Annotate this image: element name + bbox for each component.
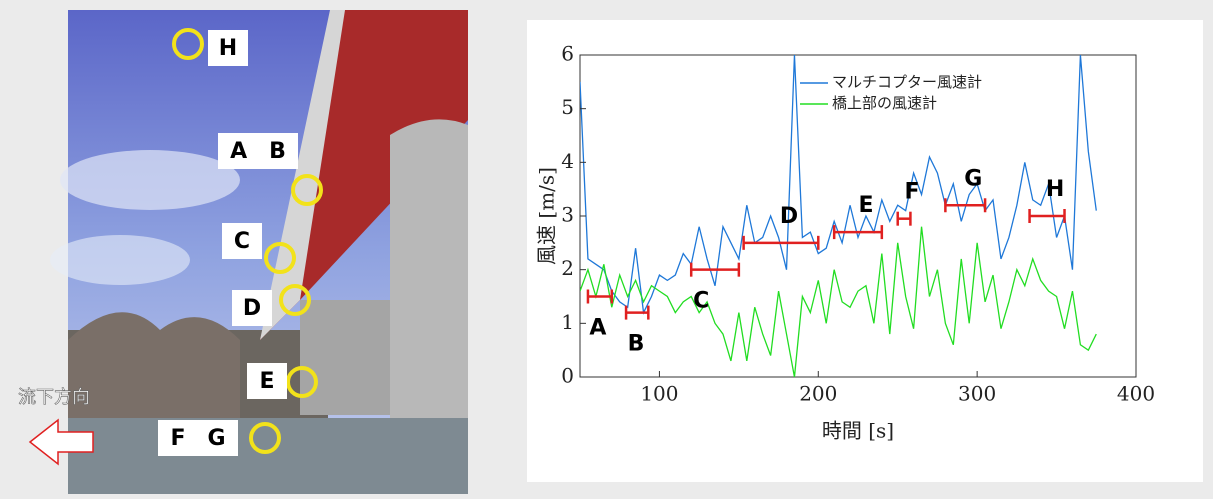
range-label: E bbox=[858, 193, 873, 218]
x-tick-label: 100 bbox=[640, 382, 678, 406]
photo-label: A B bbox=[230, 139, 286, 164]
range-label: A bbox=[589, 316, 606, 341]
x-tick-label: 300 bbox=[958, 382, 996, 406]
range-label: H bbox=[1046, 177, 1064, 202]
legend-label: 橋上部の風速計 bbox=[832, 94, 937, 112]
y-tick-label: 2 bbox=[561, 256, 574, 280]
y-axis-label: 風速 [m/s] bbox=[535, 167, 559, 265]
photo-label: H bbox=[219, 36, 237, 61]
legend-label: マルチコプター風速計 bbox=[832, 73, 982, 91]
y-tick-label: 4 bbox=[561, 149, 574, 173]
chart-panel bbox=[527, 20, 1203, 482]
x-axis-label: 時間 [s] bbox=[822, 419, 894, 443]
direction-arrow bbox=[28, 418, 94, 466]
y-tick-label: 6 bbox=[561, 42, 574, 66]
photo: H A B C D E F G bbox=[50, 10, 468, 494]
y-tick-label: 0 bbox=[561, 364, 574, 388]
photo-label: F G bbox=[170, 426, 225, 451]
direction-label: 流下方向 bbox=[18, 387, 90, 408]
range-label: F bbox=[905, 180, 920, 205]
x-tick-label: 400 bbox=[1117, 382, 1155, 406]
range-label: D bbox=[780, 204, 798, 229]
photo-label: E bbox=[259, 369, 274, 394]
range-label: G bbox=[964, 166, 982, 191]
photo-label: D bbox=[243, 296, 261, 321]
range-label: B bbox=[628, 332, 645, 357]
x-tick-label: 200 bbox=[799, 382, 837, 406]
photo-label: C bbox=[234, 229, 250, 254]
y-tick-label: 3 bbox=[561, 203, 574, 227]
y-tick-label: 1 bbox=[561, 310, 574, 334]
range-label: C bbox=[693, 289, 709, 314]
y-tick-label: 5 bbox=[561, 95, 574, 119]
series-line bbox=[580, 226, 1097, 377]
